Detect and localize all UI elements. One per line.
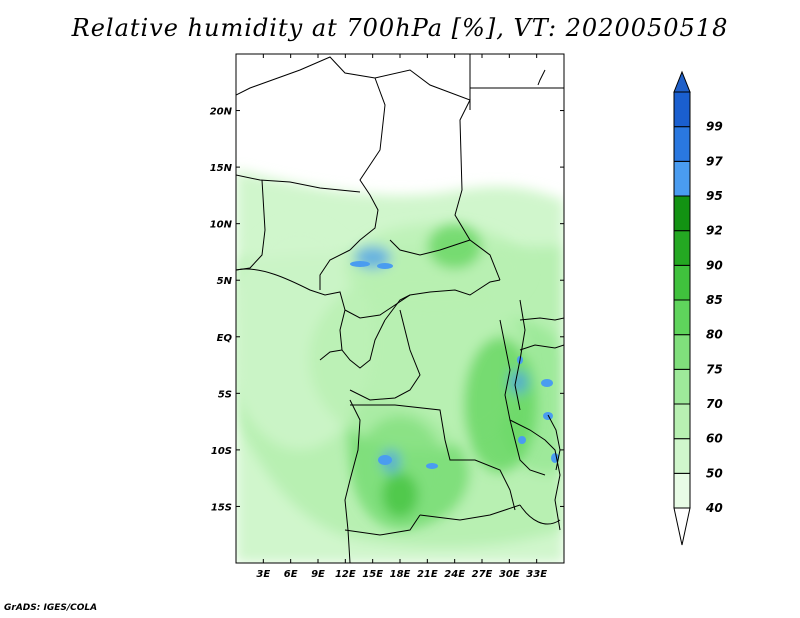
lon-tick-label: 33E	[526, 569, 547, 580]
border-line	[509, 419, 561, 531]
border-line	[350, 404, 516, 511]
colorbar-label: 99	[706, 120, 723, 134]
peak-patch	[518, 436, 526, 444]
border-line	[349, 77, 386, 251]
lon-tick-label: 15E	[362, 569, 383, 580]
colorbar-label: 92	[706, 224, 723, 238]
lon-tick-label: 6E	[284, 569, 298, 580]
lon-tick-label: 27E	[472, 569, 493, 580]
humidity-blob	[427, 223, 482, 269]
lat-tick-label: 15S	[211, 502, 232, 513]
lon-tick-label: 9E	[311, 569, 325, 580]
colorbar-bin	[673, 403, 691, 440]
border-line	[339, 309, 386, 369]
colorbar-bin	[673, 472, 691, 509]
peak-patch	[377, 263, 393, 269]
border-line	[319, 349, 343, 361]
border-line	[519, 317, 564, 321]
humidity-blobs	[236, 223, 537, 530]
colorbar-top-arrow	[673, 70, 691, 93]
peak-patch	[378, 455, 392, 465]
border-line	[374, 69, 501, 281]
colorbar-bin	[673, 160, 691, 197]
country-borders	[236, 54, 564, 563]
lat-tick-label: 5N	[217, 276, 233, 287]
colorbar-label: 97	[706, 154, 723, 168]
colorbar-bin	[673, 126, 691, 162]
border-line	[514, 299, 526, 411]
colorbar-label: 70	[706, 397, 723, 411]
axis-ticks: 3E 6E 9E 12E 15E 18E 21E 24E 27E 30E 33E 20N 15N 10N 5…	[210, 54, 564, 580]
border-line	[384, 294, 411, 321]
colorbar-bin	[673, 195, 691, 232]
colorbar-label: 80	[706, 328, 723, 342]
colorbar-label: 60	[706, 432, 723, 446]
colorbar-bottom-arrow	[673, 507, 691, 546]
border-line	[344, 279, 501, 319]
lat-tick-label: 20N	[210, 107, 233, 118]
border-line	[419, 504, 521, 521]
humidity-blob	[509, 370, 528, 394]
border-line	[349, 309, 421, 401]
colorbar: 40 50 60 70 75 80 85 90 92 95 97 99	[673, 70, 723, 546]
border-line	[547, 414, 561, 471]
peak-patch	[350, 261, 370, 267]
peak-patch	[426, 463, 438, 469]
lon-tick-label: 3E	[256, 569, 270, 580]
humidity-field	[236, 170, 564, 563]
humidity-blob	[381, 472, 419, 518]
lon-tick-label: 30E	[499, 569, 520, 580]
lat-tick-label: 15N	[210, 163, 233, 174]
credit-label: GrADS: IGES/COLA	[4, 603, 98, 613]
lat-tick-label: EQ	[217, 333, 233, 344]
colorbar-label: 85	[706, 293, 723, 307]
map-title: Relative humidity at 700hPa [%], VT: 202…	[71, 14, 729, 42]
colorbar-label: 95	[706, 189, 723, 203]
colorbar-bin	[673, 91, 691, 128]
colorbar-bin	[673, 264, 691, 301]
lat-tick-label: 10N	[210, 220, 233, 231]
peak-patch	[541, 379, 553, 387]
lon-tick-label: 18E	[390, 569, 411, 580]
border-line	[344, 514, 421, 536]
lon-tick-label: 24E	[444, 569, 465, 580]
colorbar-bin	[673, 438, 691, 474]
colorbar-label: 75	[706, 362, 723, 376]
lat-tick-label: 5S	[218, 389, 232, 400]
border-line	[519, 504, 561, 525]
lon-tick-label: 12E	[335, 569, 356, 580]
colorbar-label: 90	[706, 258, 723, 272]
colorbar-bin	[673, 334, 691, 370]
humidity-blob	[345, 223, 528, 315]
map-plot-area: 3E 6E 9E 12E 15E 18E 21E 24E 27E 30E 33E 20N 15N 10N 5…	[210, 53, 565, 580]
border-line	[236, 56, 376, 96]
border-line	[389, 239, 471, 256]
colorbar-label: 40	[705, 501, 723, 515]
border-line	[537, 69, 546, 86]
colorbar-bin	[673, 230, 691, 266]
border-line	[519, 344, 564, 351]
humidity-blob	[463, 336, 537, 473]
lat-tick-label: 10S	[211, 446, 232, 457]
colorbar-label: 50	[706, 466, 723, 480]
border-line	[236, 268, 346, 311]
colorbar-bin	[673, 368, 691, 405]
colorbar-bin	[673, 299, 691, 336]
lon-tick-label: 21E	[417, 569, 438, 580]
border-line	[319, 249, 351, 290]
border-line	[236, 174, 361, 193]
